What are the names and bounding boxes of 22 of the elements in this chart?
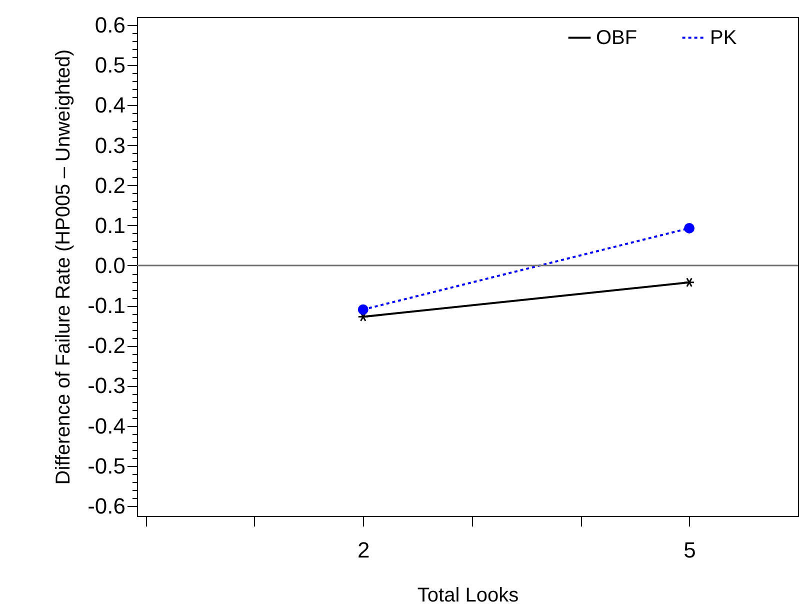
point	[358, 304, 368, 315]
y-tick-label: -0.3	[88, 373, 126, 398]
y-tick-label: -0.1	[88, 293, 126, 318]
y-tick-label: 0.5	[94, 52, 126, 78]
legend-label: OBF	[596, 26, 638, 49]
y-axis-title: Difference of Failure Rate (HP005 – Unweighted)	[52, 49, 75, 485]
x-tick-label: 2	[358, 538, 370, 562]
y-tick-label: -0.4	[88, 413, 126, 438]
y-tick-label: -0.2	[88, 333, 126, 358]
y-tick-label: 0.6	[94, 12, 126, 38]
y-tick-label: 0.3	[94, 132, 126, 158]
x-tick-label: 5	[684, 538, 696, 562]
y-tick-label: -0.5	[88, 453, 126, 478]
point	[684, 277, 695, 288]
y-tick-label: 0.0	[94, 253, 126, 278]
legend-label: PK	[710, 26, 738, 49]
y-tick-label: 0.4	[94, 92, 126, 118]
y-tick-label: 0.1	[94, 212, 126, 238]
point	[684, 222, 695, 234]
y-tick-label: 0.2	[94, 172, 126, 198]
x-axis-title: Total Looks	[417, 584, 519, 606]
y-tick-label: -0.6	[88, 493, 126, 518]
